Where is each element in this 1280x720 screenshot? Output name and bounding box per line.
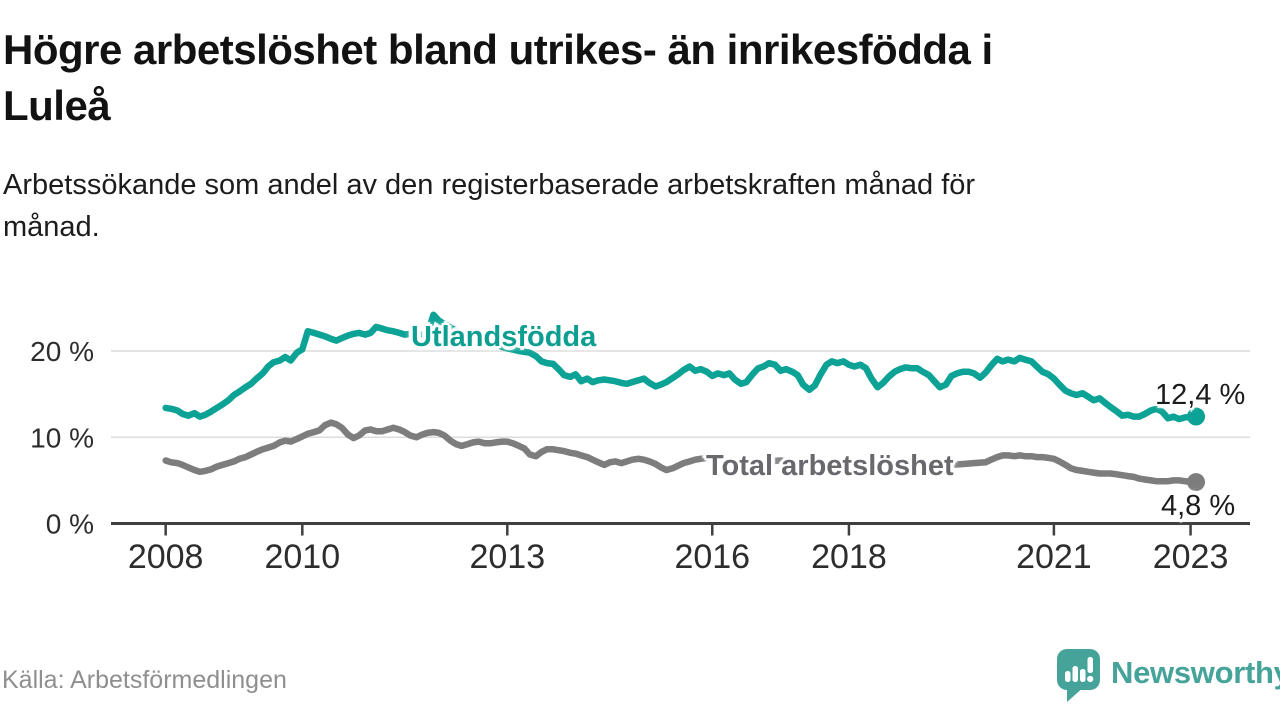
newsworthy-logo-icon xyxy=(1057,649,1100,702)
source-credit: Källa: Arbetsförmedlingen xyxy=(2,666,287,694)
y-tick-label-10: 10 % xyxy=(30,422,94,453)
x-tick-label-2008: 2008 xyxy=(128,538,204,576)
x-tick-label-2018: 2018 xyxy=(811,538,887,576)
end-value-label-total: 4,8 % xyxy=(1161,490,1236,522)
x-tick-label-2010: 2010 xyxy=(264,538,340,576)
series-label-utlandsfodda: Utlandsfödda xyxy=(411,321,597,353)
y-tick-label-0: 0 % xyxy=(46,509,94,540)
page-subtitle-line-2: månad. xyxy=(3,211,100,243)
page-title: Högre arbetslöshet bland utrikes- än inr… xyxy=(3,22,993,134)
x-tick-label-2016: 2016 xyxy=(674,538,750,576)
x-tick-label-2013: 2013 xyxy=(469,538,545,576)
series-line-utlandsf-dda xyxy=(162,311,1200,423)
page-subtitle: Arbetssökande som andel av den registerb… xyxy=(3,164,975,248)
newsworthy-logo: Newsworthy xyxy=(1056,648,1280,703)
x-tick-label-2021: 2021 xyxy=(1016,538,1092,576)
newsworthy-logo-text: Newsworthy xyxy=(1111,655,1280,690)
x-tick-label-2023: 2023 xyxy=(1153,538,1229,576)
end-dot-utlandsf-dda xyxy=(1187,407,1206,426)
series-line-total-arbetsl-shet xyxy=(162,419,1200,486)
page-title-line-2: Luleå xyxy=(3,82,111,129)
end-value-label-utlandsfodda: 12,4 % xyxy=(1155,379,1246,411)
end-dot-total-arbetsl-shet xyxy=(1187,473,1206,492)
y-tick-label-20: 20 % xyxy=(30,336,94,367)
page-title-line-1: Högre arbetslöshet bland utrikes- än inr… xyxy=(3,26,993,73)
page-subtitle-line-1: Arbetssökande som andel av den registerb… xyxy=(3,169,976,201)
series-label-total-arbetsloshet: Total arbetslöshet xyxy=(706,450,954,482)
